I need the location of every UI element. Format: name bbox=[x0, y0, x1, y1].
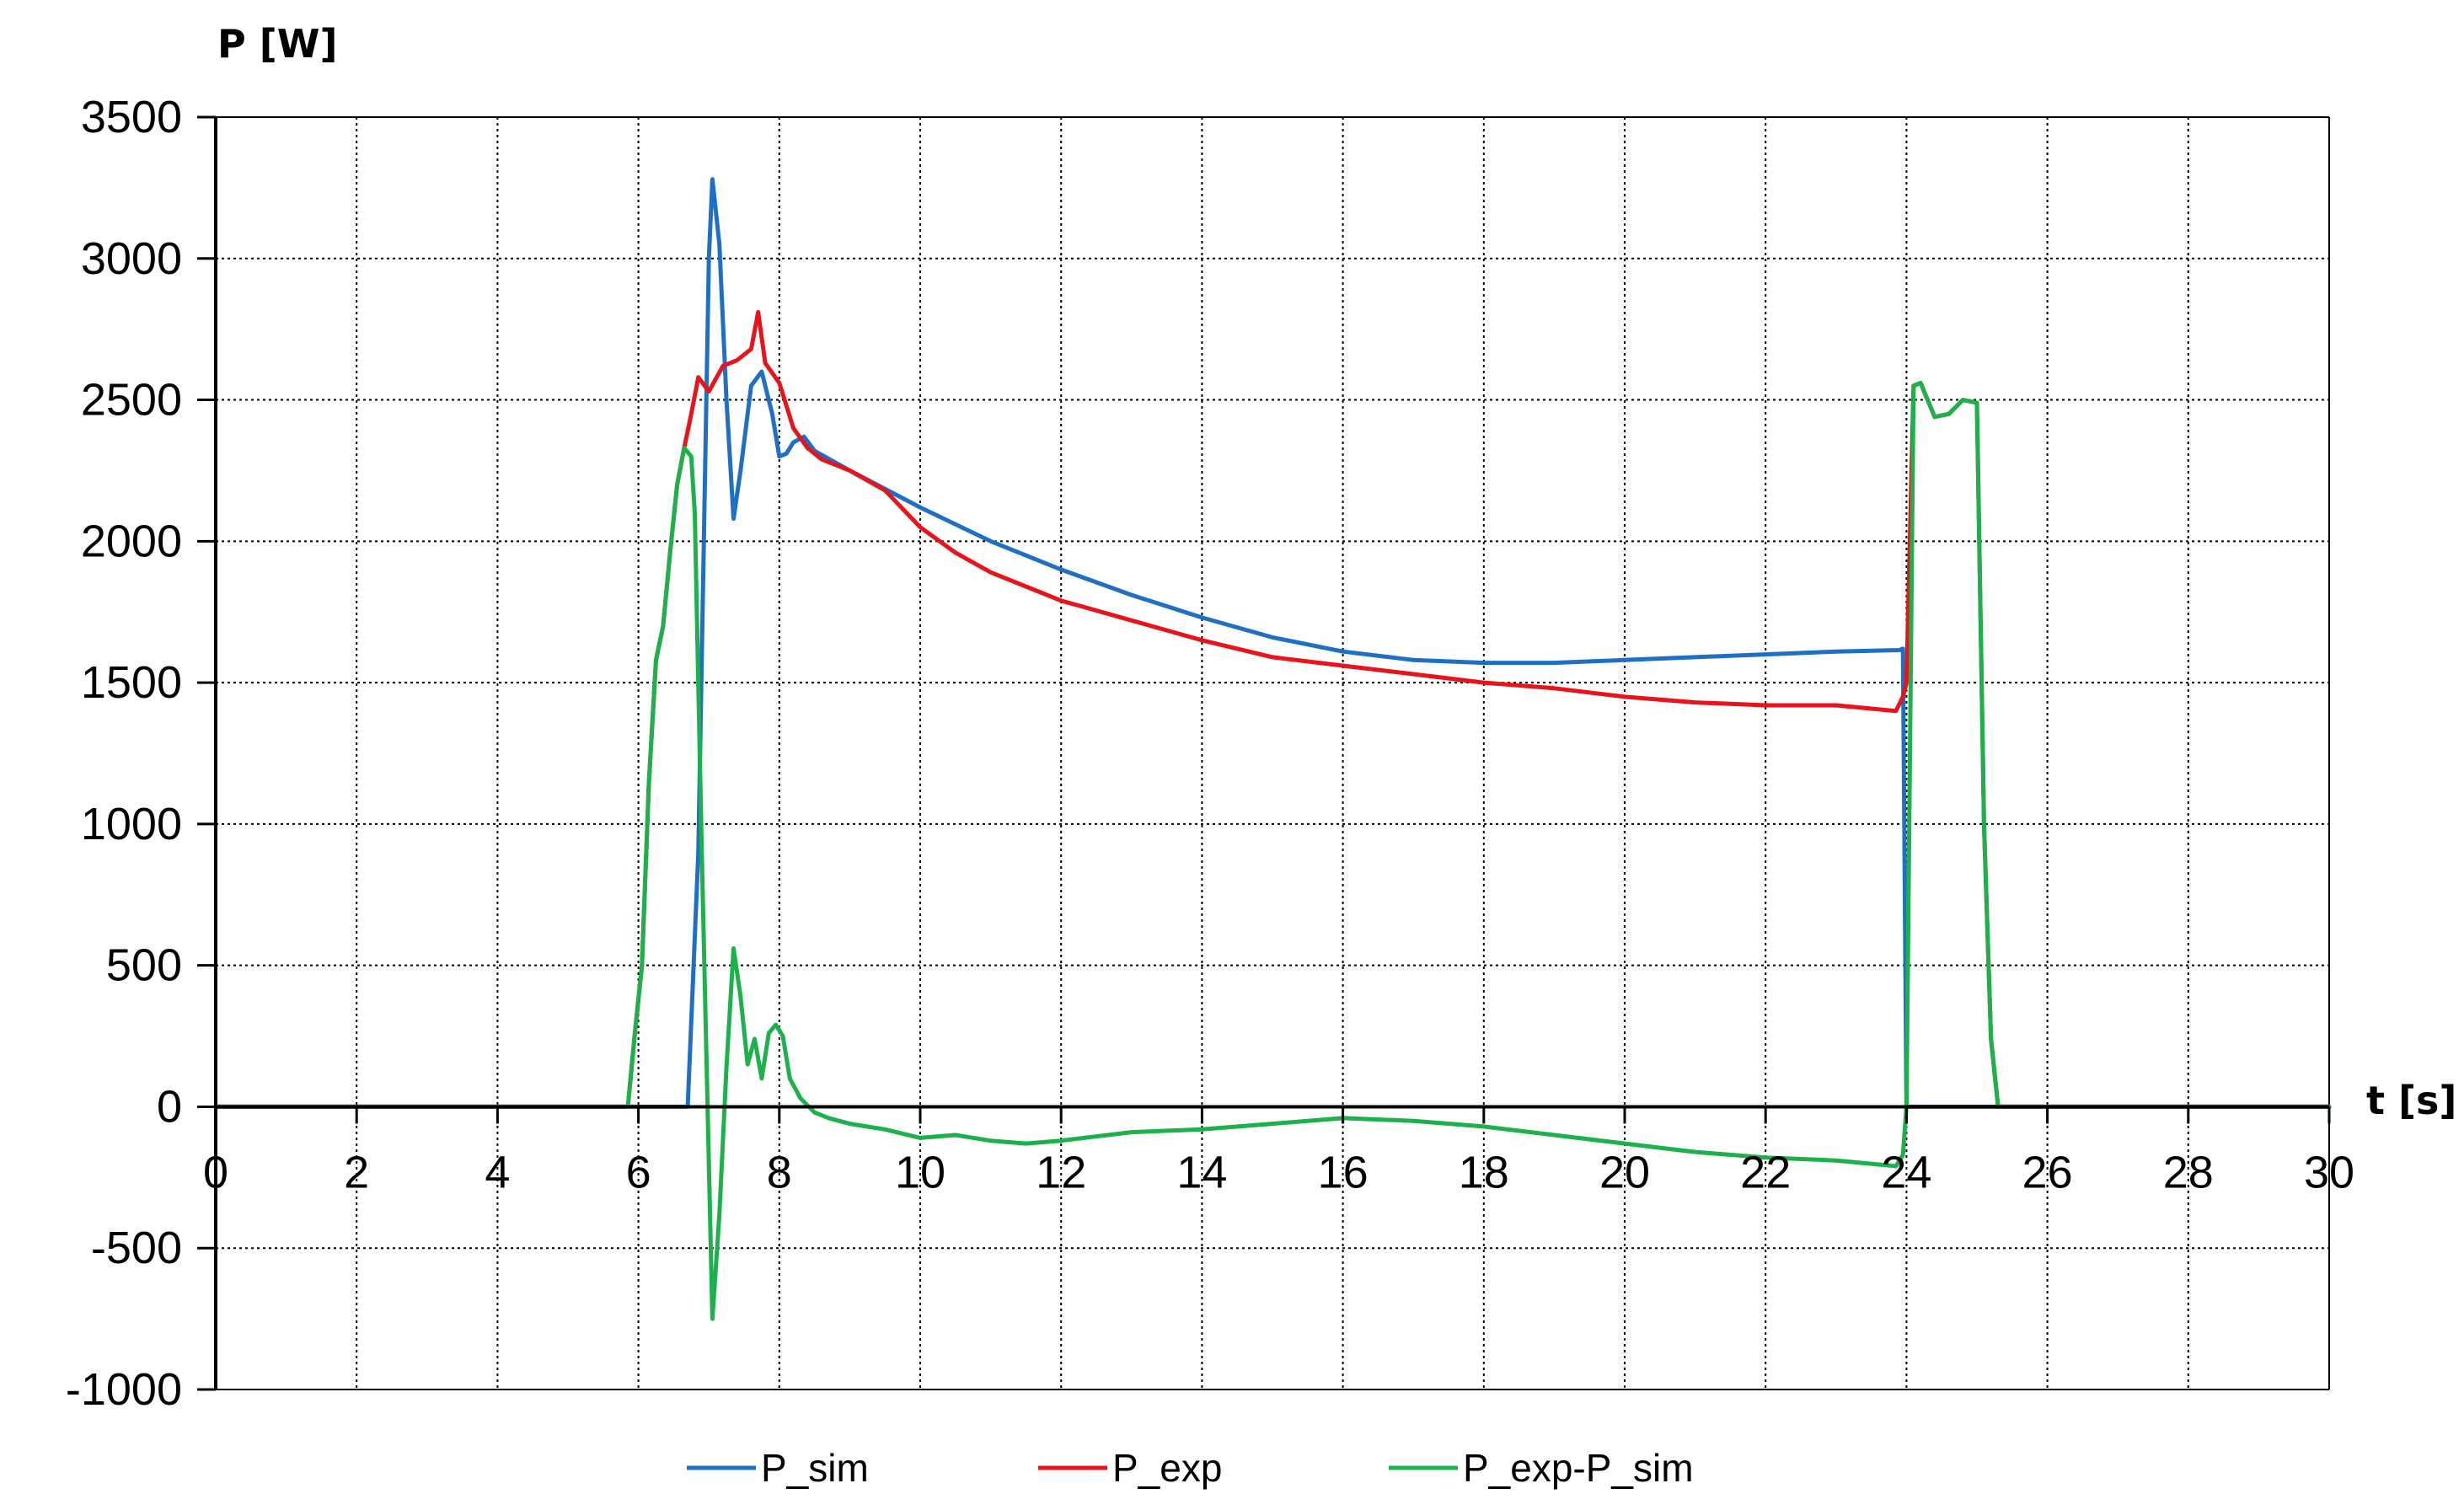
x-tick-label-6: 12 bbox=[1036, 1147, 1086, 1197]
x-tick-label-3: 6 bbox=[626, 1147, 651, 1197]
grid-lines bbox=[216, 117, 2329, 1390]
series-line-2 bbox=[213, 380, 2332, 1321]
y-tick-label-4: 1000 bbox=[81, 799, 182, 849]
y-tick-label-3: 500 bbox=[106, 940, 182, 991]
axes bbox=[197, 115, 2331, 1391]
series-lines bbox=[213, 177, 2332, 1321]
legend-label-0: P_sim bbox=[761, 1446, 869, 1490]
x-tick-label-15: 30 bbox=[2304, 1147, 2354, 1197]
legend: P_sim P_exp P_exp-P_sim bbox=[687, 1446, 1694, 1490]
x-tick-label-14: 28 bbox=[2163, 1147, 2214, 1197]
x-tick-label-7: 14 bbox=[1176, 1147, 1227, 1197]
x-tick-label-5: 10 bbox=[895, 1147, 945, 1197]
y-tick-label-2: 0 bbox=[157, 1081, 182, 1132]
series-line-0 bbox=[213, 177, 2332, 1109]
y-tick-label-6: 2000 bbox=[81, 516, 182, 566]
x-tick-label-8: 16 bbox=[1318, 1147, 1369, 1197]
y-tick-label-5: 1500 bbox=[81, 657, 182, 708]
series-line-1 bbox=[213, 310, 2332, 1109]
y-tick-label-8: 3000 bbox=[81, 233, 182, 284]
y-tick-label-9: 3500 bbox=[81, 92, 182, 142]
x-tick-label-13: 26 bbox=[2022, 1147, 2073, 1197]
legend-label-2: P_exp-P_sim bbox=[1463, 1446, 1694, 1490]
x-tick-label-0: 0 bbox=[203, 1147, 228, 1197]
x-tick-label-9: 18 bbox=[1459, 1147, 1509, 1197]
x-tick-label-2: 4 bbox=[485, 1147, 510, 1197]
x-tick-label-12: 24 bbox=[1881, 1147, 1931, 1197]
legend-label-1: P_exp bbox=[1112, 1446, 1222, 1490]
y-tick-label-7: 2500 bbox=[81, 375, 182, 426]
x-tick-label-1: 2 bbox=[344, 1147, 369, 1197]
y-tick-label-1: -500 bbox=[91, 1223, 182, 1273]
x-tick-label-11: 22 bbox=[1740, 1147, 1791, 1197]
x-tick-label-10: 20 bbox=[1599, 1147, 1650, 1197]
y-axis-title: P [W] bbox=[217, 21, 338, 67]
y-tick-label-0: -1000 bbox=[66, 1364, 182, 1415]
x-axis-title: t [s] bbox=[2366, 1078, 2456, 1123]
x-tick-label-4: 8 bbox=[767, 1147, 792, 1197]
plot-frame bbox=[216, 116, 2330, 1390]
